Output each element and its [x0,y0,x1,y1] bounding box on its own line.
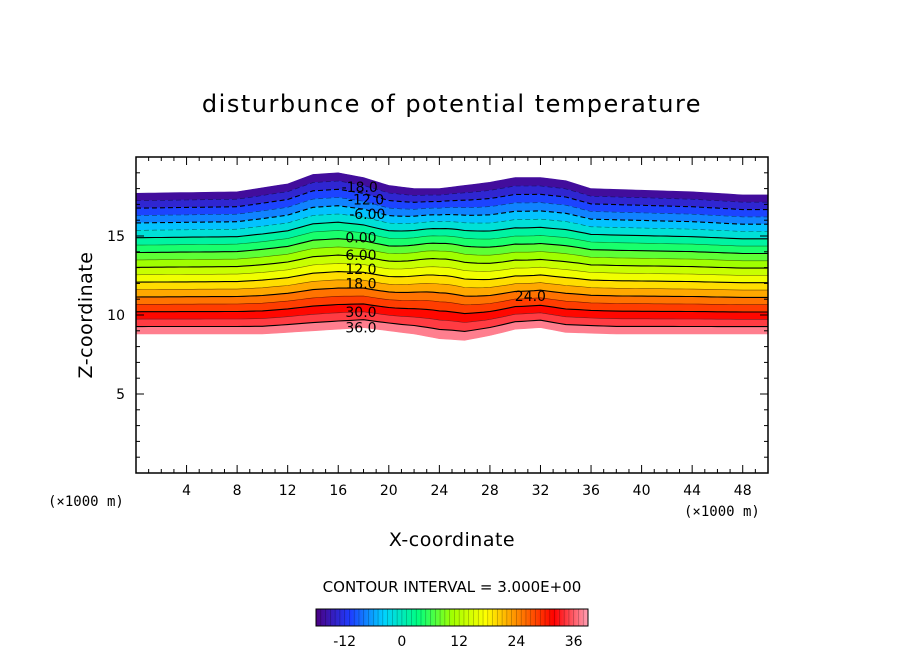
contour-line [136,319,768,332]
contour-label: -18.0 [342,180,378,196]
contour-line [136,205,768,225]
contour-line [136,180,768,203]
colorbar-tick-label: -12 [333,634,356,650]
x-tick-label: 24 [430,483,448,499]
contour-line [136,254,768,269]
temperature-field [136,172,768,341]
x-tick-label: 8 [233,483,242,499]
colorbar-levels [320,609,584,626]
x-tick-label: 48 [734,483,752,499]
x-tick-label: 44 [683,483,701,499]
x-axis-label: X-coordinate [389,529,515,551]
contour-line [136,263,768,276]
contour-line [136,279,768,291]
colorbar-tick-label: 0 [397,634,406,650]
x-tick-label: 20 [380,483,398,499]
contour-line [136,271,768,284]
contour-label: 30.0 [345,305,376,321]
contour-label: -6.00 [349,207,385,223]
contour-label: 24.0 [515,289,546,305]
contour-line [136,197,768,218]
colorbar-tick-label: 24 [508,634,526,650]
y-tick-label: 10 [107,308,125,324]
contour-label: 12.0 [345,262,376,278]
y-axis: 5 10 15 [107,172,768,458]
chart-title: disturbunce of potential temperature [202,90,702,118]
x-tick-label: 16 [329,483,347,499]
contour-line [136,311,768,323]
colorbar-ticks: -12 0 12 24 36 [333,634,582,650]
y-unit-label: (×1000 m) [48,494,124,510]
y-tick-label: 5 [116,387,125,403]
colorbar [315,608,589,627]
contour-label: 36.0 [345,321,376,337]
contour-line [136,303,768,315]
contour-label: 18.0 [345,276,376,292]
x-axis: 4 8 12 16 20 24 28 32 36 40 44 48 [148,157,756,499]
contour-line [136,221,768,240]
contour-label: 0.00 [345,231,376,247]
x-tick-label: 32 [532,483,550,499]
x-tick-label: 36 [582,483,600,499]
colorbar-tick-label: 12 [450,634,468,650]
contour-label: -12.0 [348,193,384,209]
x-tick-label: 40 [633,483,651,499]
x-tick-label: 28 [481,483,499,499]
x-unit-label: (×1000 m) [684,504,760,520]
contour-line [136,188,768,211]
contour-line [136,287,768,298]
contour-line [136,213,768,232]
contour-line [136,238,768,255]
x-tick-label: 12 [279,483,297,499]
contour-interval-text: CONTOUR INTERVAL = 3.000E+00 [323,578,582,596]
contour-line [136,295,768,306]
contour-line [136,230,768,247]
contour-label: 6.00 [345,248,376,264]
contour-lines [136,180,768,332]
x-tick-label: 4 [182,483,191,499]
contour-line [136,246,768,262]
y-tick-label: 15 [107,229,125,245]
colorbar-tick-label: 36 [565,634,583,650]
y-axis-label: Z-coordinate [75,252,97,379]
